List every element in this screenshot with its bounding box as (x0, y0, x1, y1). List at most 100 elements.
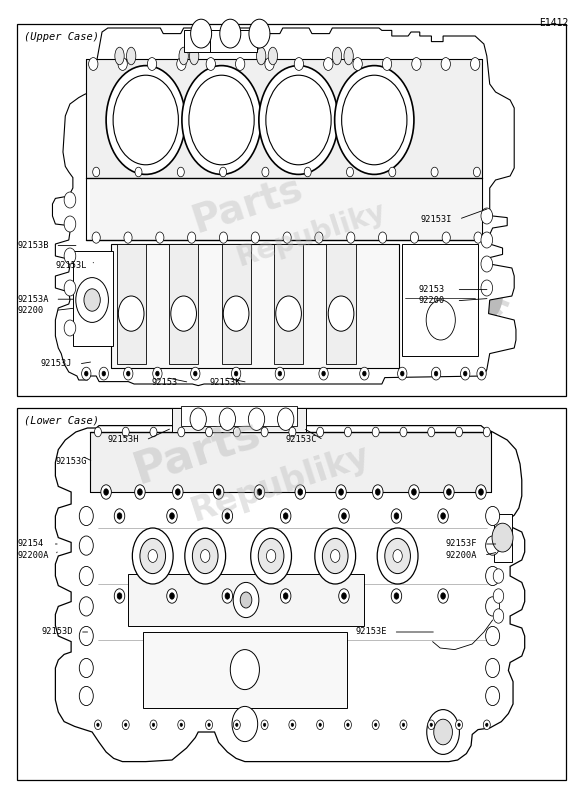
Circle shape (113, 75, 178, 165)
Text: 92153J: 92153J (41, 359, 72, 369)
Circle shape (431, 167, 438, 177)
Circle shape (481, 256, 493, 272)
Circle shape (283, 513, 288, 519)
Circle shape (219, 232, 227, 243)
Bar (169, 244, 198, 364)
Circle shape (265, 58, 274, 70)
Circle shape (251, 528, 292, 584)
Circle shape (481, 208, 493, 224)
Ellipse shape (115, 47, 124, 65)
Circle shape (322, 371, 325, 376)
Text: Republiky: Republiky (233, 198, 390, 272)
Circle shape (106, 66, 185, 174)
Text: Parts: Parts (128, 410, 266, 492)
Circle shape (264, 723, 266, 726)
Circle shape (257, 489, 262, 495)
Bar (128, 574, 364, 626)
Circle shape (283, 232, 291, 243)
Circle shape (463, 371, 467, 376)
Text: 92153E: 92153E (356, 627, 387, 637)
Text: 92154: 92154 (17, 539, 44, 549)
Bar (111, 244, 399, 368)
Circle shape (153, 367, 162, 380)
Bar (181, 406, 297, 426)
Circle shape (219, 408, 236, 430)
Circle shape (135, 167, 142, 177)
Circle shape (156, 232, 164, 243)
Circle shape (447, 489, 451, 495)
Circle shape (389, 167, 396, 177)
Circle shape (84, 289, 100, 311)
Circle shape (82, 367, 91, 380)
Circle shape (92, 232, 100, 243)
Circle shape (178, 427, 185, 437)
Circle shape (483, 720, 490, 730)
Circle shape (206, 427, 213, 437)
Circle shape (170, 513, 174, 519)
Circle shape (170, 593, 174, 599)
Circle shape (430, 723, 433, 726)
Circle shape (375, 489, 380, 495)
Circle shape (315, 232, 323, 243)
Circle shape (118, 296, 144, 331)
Circle shape (233, 720, 240, 730)
Circle shape (486, 658, 500, 678)
Circle shape (476, 485, 486, 499)
Ellipse shape (268, 47, 278, 65)
Text: 92153B: 92153B (17, 241, 49, 250)
Circle shape (486, 506, 500, 526)
Circle shape (477, 367, 486, 380)
Circle shape (434, 719, 452, 745)
Text: 92153F: 92153F (446, 539, 477, 549)
Ellipse shape (344, 47, 353, 65)
Circle shape (79, 597, 93, 616)
Circle shape (394, 593, 399, 599)
Circle shape (225, 593, 230, 599)
Circle shape (150, 720, 157, 730)
Circle shape (182, 66, 261, 174)
Ellipse shape (179, 47, 188, 65)
Circle shape (261, 720, 268, 730)
Circle shape (339, 489, 343, 495)
Circle shape (486, 686, 500, 706)
Circle shape (208, 723, 210, 726)
Circle shape (455, 427, 462, 437)
Circle shape (185, 528, 226, 584)
Bar (326, 244, 356, 364)
Circle shape (135, 485, 145, 499)
Circle shape (479, 489, 483, 495)
Circle shape (426, 300, 455, 340)
Text: 92153G: 92153G (55, 457, 87, 466)
Circle shape (125, 723, 127, 726)
Bar (494, 514, 512, 562)
Bar (274, 244, 303, 364)
Circle shape (342, 75, 407, 165)
Circle shape (289, 720, 296, 730)
Circle shape (486, 597, 500, 616)
Circle shape (460, 265, 502, 322)
Circle shape (374, 723, 377, 726)
Text: 92153: 92153 (152, 378, 178, 387)
Polygon shape (55, 426, 525, 762)
Circle shape (262, 167, 269, 177)
Circle shape (342, 593, 346, 599)
Circle shape (117, 593, 122, 599)
Bar (184, 30, 219, 52)
Circle shape (79, 506, 93, 526)
Circle shape (79, 626, 93, 646)
Circle shape (206, 58, 216, 70)
Circle shape (191, 367, 200, 380)
Circle shape (409, 485, 419, 499)
Circle shape (231, 367, 241, 380)
Circle shape (401, 371, 404, 376)
Ellipse shape (127, 47, 136, 65)
Text: Republiky: Republiky (187, 439, 374, 528)
Circle shape (194, 371, 197, 376)
Bar (17, 24, 566, 396)
Circle shape (275, 367, 285, 380)
Circle shape (64, 280, 76, 296)
Circle shape (147, 58, 157, 70)
Text: 92200A: 92200A (446, 550, 477, 560)
Circle shape (382, 58, 392, 70)
Circle shape (298, 489, 303, 495)
